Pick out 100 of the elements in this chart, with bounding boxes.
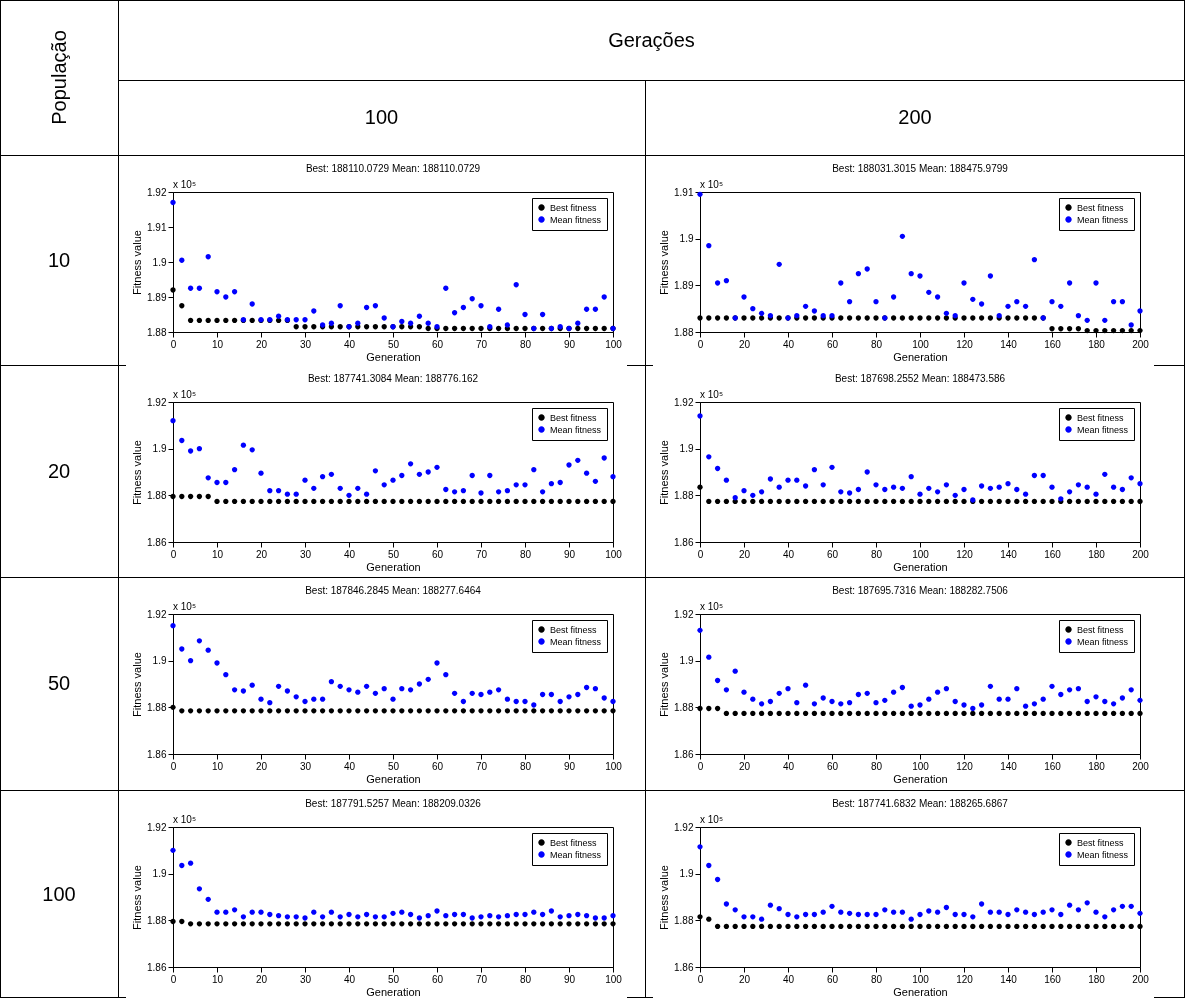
x-tick-label: 30 xyxy=(299,973,312,985)
x-tick-label: 200 xyxy=(1132,548,1150,560)
x-tick-label: 90 xyxy=(563,760,576,772)
x-tick-label: 70 xyxy=(475,548,488,560)
y-tick-label: 1.9 xyxy=(679,868,694,880)
x-axis-title: Generation xyxy=(893,350,948,363)
legend-label: Best fitness xyxy=(550,624,598,635)
legend-label: Best fitness xyxy=(1077,202,1125,213)
x-tick-label: 40 xyxy=(782,973,795,985)
x-tick-label: 60 xyxy=(826,548,839,560)
x-tick-label: 10 xyxy=(211,973,224,985)
legend-label: Mean fitness xyxy=(1077,214,1129,225)
x-tick-label: 80 xyxy=(519,548,532,560)
x-tick-label: 80 xyxy=(870,338,883,350)
x-tick-label: 120 xyxy=(956,338,974,350)
x-tick-label: 180 xyxy=(1088,973,1106,985)
chart-title: Best: 188031.3015 Mean: 188475.9799 xyxy=(832,163,1009,174)
x-tick-label: 40 xyxy=(343,548,356,560)
legend-label: Mean fitness xyxy=(550,849,602,860)
x-tick-label: 80 xyxy=(870,548,883,560)
x-tick-label: 40 xyxy=(782,548,795,560)
x-tick-label: 0 xyxy=(170,760,177,772)
x-tick-label: 140 xyxy=(1000,973,1018,985)
x-tick-label: 10 xyxy=(211,338,224,350)
y-tick-label: 1.88 xyxy=(147,326,167,338)
x-tick-label: 180 xyxy=(1088,338,1106,350)
x-tick-label: 120 xyxy=(956,760,974,772)
x-tick-label: 90 xyxy=(563,338,576,350)
x-tick-label: 30 xyxy=(299,338,312,350)
y-tick-label: 1.86 xyxy=(147,536,167,548)
legend-label: Best fitness xyxy=(550,837,598,848)
y-tick-label: 1.92 xyxy=(147,396,167,408)
legend-label: Best fitness xyxy=(550,412,598,423)
x-tick-label: 40 xyxy=(782,760,795,772)
legend-label: Mean fitness xyxy=(1077,849,1129,860)
y-tick-label: 1.9 xyxy=(152,868,167,880)
x-tick-label: 140 xyxy=(1000,760,1018,772)
y-tick-label: 1.9 xyxy=(679,443,694,455)
y-tick-label: 1.9 xyxy=(679,233,694,245)
y-tick-label: 1.88 xyxy=(147,914,167,926)
y-tick-label: 1.92 xyxy=(147,821,167,833)
x-tick-label: 70 xyxy=(475,760,488,772)
y-tick-label: 1.89 xyxy=(674,279,694,291)
y-tick-label: 1.92 xyxy=(674,396,694,408)
legend-label: Mean fitness xyxy=(550,636,602,647)
legend-label: Best fitness xyxy=(1077,837,1125,848)
x-tick-label: 160 xyxy=(1044,338,1062,350)
x-tick-label: 0 xyxy=(170,548,177,560)
x-tick-label: 20 xyxy=(255,973,268,985)
chart-title: Best: 188110.0729 Mean: 188110.0729 xyxy=(305,163,481,174)
x-tick-label: 100 xyxy=(912,548,930,560)
x-tick-label: 60 xyxy=(431,338,444,350)
text: 10 xyxy=(47,248,71,272)
x-tick-label: 180 xyxy=(1088,548,1106,560)
chart-title: Best: 187741.3084 Mean: 188776.162 xyxy=(307,373,479,384)
x-axis-title: Generation xyxy=(366,772,421,785)
x-tick-label: 20 xyxy=(255,338,268,350)
x-tick-label: 60 xyxy=(431,548,444,560)
y-tick-label: 1.88 xyxy=(674,701,694,713)
legend-label: Best fitness xyxy=(550,202,598,213)
y-axis-title: Fitness value xyxy=(658,652,671,717)
x-tick-label: 100 xyxy=(605,338,623,350)
x-tick-label: 120 xyxy=(956,548,974,560)
x-tick-label: 50 xyxy=(387,973,400,985)
y-axis-title: Fitness value xyxy=(658,865,671,930)
x-tick-label: 80 xyxy=(519,973,532,985)
y-tick-label: 1.89 xyxy=(147,291,167,303)
x-tick-label: 40 xyxy=(343,973,356,985)
y-axis-title: Fitness value xyxy=(131,865,144,930)
y-tick-label: 1.92 xyxy=(147,608,167,620)
y-tick-label: 1.91 xyxy=(674,186,694,198)
x-tick-label: 30 xyxy=(299,548,312,560)
text: 50 xyxy=(47,672,71,695)
x-tick-label: 160 xyxy=(1044,548,1062,560)
legend-label: Mean fitness xyxy=(1077,424,1129,435)
x-tick-label: 160 xyxy=(1044,973,1062,985)
x-tick-label: 20 xyxy=(255,548,268,560)
y-tick-label: 1.88 xyxy=(674,914,694,926)
x-tick-label: 0 xyxy=(170,338,177,350)
text: x 10⁵ xyxy=(173,179,197,190)
text: x 10⁵ xyxy=(700,389,724,400)
x-axis-title: Generation xyxy=(366,350,421,363)
x-tick-label: 100 xyxy=(912,338,930,350)
text: x 10⁵ xyxy=(700,179,724,190)
x-tick-label: 80 xyxy=(870,973,883,985)
x-axis-title: Generation xyxy=(893,985,948,998)
x-tick-label: 0 xyxy=(697,973,704,985)
x-tick-label: 10 xyxy=(211,760,224,772)
legend-label: Best fitness xyxy=(1077,624,1125,635)
x-tick-label: 200 xyxy=(1132,338,1150,350)
x-tick-label: 90 xyxy=(563,973,576,985)
x-tick-label: 20 xyxy=(255,760,268,772)
chart-title: Best: 187741.6832 Mean: 188265.6867 xyxy=(832,798,1009,809)
y-tick-label: 1.92 xyxy=(147,186,167,198)
y-tick-label: 1.86 xyxy=(147,961,167,973)
y-axis-title: Fitness value xyxy=(131,652,144,717)
x-tick-label: 60 xyxy=(431,760,444,772)
y-tick-label: 1.86 xyxy=(674,536,694,548)
text: 100 xyxy=(42,882,76,906)
x-tick-label: 60 xyxy=(826,338,839,350)
